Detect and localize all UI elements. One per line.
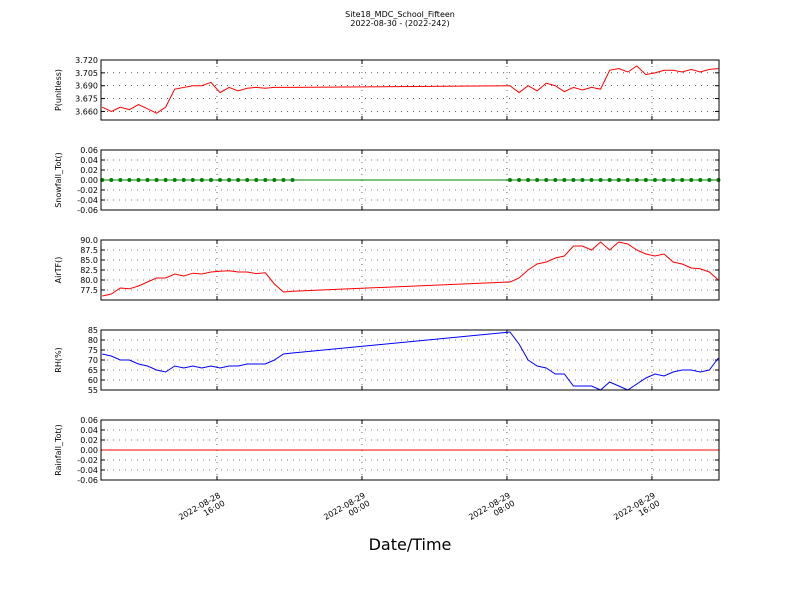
data-point	[535, 178, 540, 182]
data-point	[526, 178, 531, 182]
data-point	[689, 178, 694, 182]
y-tick-label: -0.02	[77, 186, 98, 195]
y-tick-label: 77.5	[80, 286, 98, 295]
data-point	[598, 178, 603, 182]
data-point	[245, 178, 250, 182]
y-axis-label: AirTF()	[54, 257, 63, 284]
data-point	[562, 178, 567, 182]
y-axis-label: RH(%)	[54, 347, 63, 372]
y-tick-label: 3.675	[75, 95, 98, 104]
data-line	[101, 65, 719, 114]
data-point	[109, 178, 114, 182]
data-point	[643, 178, 648, 182]
data-point	[181, 178, 186, 182]
data-point	[145, 178, 150, 182]
y-tick-label: 0.04	[80, 156, 98, 165]
data-point	[716, 178, 721, 182]
y-tick-label: 87.5	[80, 246, 98, 255]
plot-frame	[100, 59, 720, 121]
data-point	[172, 178, 177, 182]
y-tick-label: 3.660	[75, 107, 98, 116]
data-point	[199, 178, 204, 182]
data-point	[227, 178, 232, 182]
y-tick-label: 82.5	[80, 266, 98, 275]
data-point	[263, 178, 268, 182]
y-tick-label: 0.02	[80, 166, 98, 175]
y-tick-label: 3.690	[75, 82, 98, 91]
y-tick-label: 60	[88, 376, 98, 385]
data-point	[127, 178, 132, 182]
data-point	[236, 178, 241, 182]
data-point	[290, 178, 295, 182]
data-point	[625, 178, 630, 182]
y-tick-label: 70	[88, 356, 98, 365]
data-point	[208, 178, 213, 182]
data-point	[254, 178, 259, 182]
y-axis-label: Snowfall_Tot()	[54, 152, 63, 208]
y-tick-label: 0.06	[80, 146, 98, 155]
y-tick-label: 85	[88, 326, 98, 335]
data-point	[571, 178, 576, 182]
data-point	[607, 178, 612, 182]
y-tick-label: 75	[88, 346, 98, 355]
x-axis-label: Date/Time	[369, 535, 452, 554]
y-tick-label: 3.720	[75, 56, 98, 65]
data-point	[272, 178, 277, 182]
y-tick-label: -0.06	[77, 476, 98, 485]
plot-frame	[100, 239, 720, 301]
data-point	[698, 178, 703, 182]
y-tick-label: 0.02	[80, 436, 98, 445]
y-tick-label: 85.0	[80, 256, 98, 265]
y-tick-label: -0.04	[77, 466, 98, 475]
data-point	[507, 178, 512, 182]
y-tick-label: -0.04	[77, 196, 98, 205]
y-tick-label: 55	[88, 386, 98, 395]
data-point	[680, 178, 685, 182]
data-point	[652, 178, 657, 182]
data-point	[544, 178, 549, 182]
data-point	[671, 178, 676, 182]
data-point	[589, 178, 594, 182]
y-tick-label: 80	[88, 336, 98, 345]
plot-frame	[100, 329, 720, 391]
y-tick-label: 65	[88, 366, 98, 375]
y-axis-label: Rainfall_Tot()	[54, 424, 63, 476]
data-point	[634, 178, 639, 182]
data-point	[707, 178, 712, 182]
chart-title: Site18_MDC_School_Fifteen	[345, 10, 455, 19]
data-line	[102, 241, 719, 297]
data-point	[553, 178, 558, 182]
y-tick-label: -0.06	[77, 206, 98, 215]
y-tick-label: 80.0	[80, 276, 98, 285]
data-point	[517, 178, 522, 182]
data-point	[190, 178, 195, 182]
y-tick-label: 0.00	[80, 446, 98, 455]
data-point	[154, 178, 159, 182]
y-tick-label: 3.705	[75, 69, 98, 78]
y-axis-label: P(unitless)	[54, 69, 63, 111]
data-point	[580, 178, 585, 182]
plot-frame	[100, 149, 720, 211]
data-point	[118, 178, 123, 182]
data-point	[136, 178, 141, 182]
data-point	[616, 178, 621, 182]
y-tick-label: 0.06	[80, 416, 98, 425]
y-tick-label: 0.00	[80, 176, 98, 185]
y-tick-label: 0.04	[80, 426, 98, 435]
data-point	[163, 178, 168, 182]
y-tick-label: 90.0	[80, 236, 98, 245]
chart-subtitle: 2022-08-30 - (2022-242)	[350, 19, 449, 28]
data-point	[281, 178, 286, 182]
data-point	[662, 178, 667, 182]
plot-frame	[100, 419, 720, 481]
data-point	[218, 178, 223, 182]
y-tick-label: -0.02	[77, 456, 98, 465]
data-line	[102, 331, 719, 391]
